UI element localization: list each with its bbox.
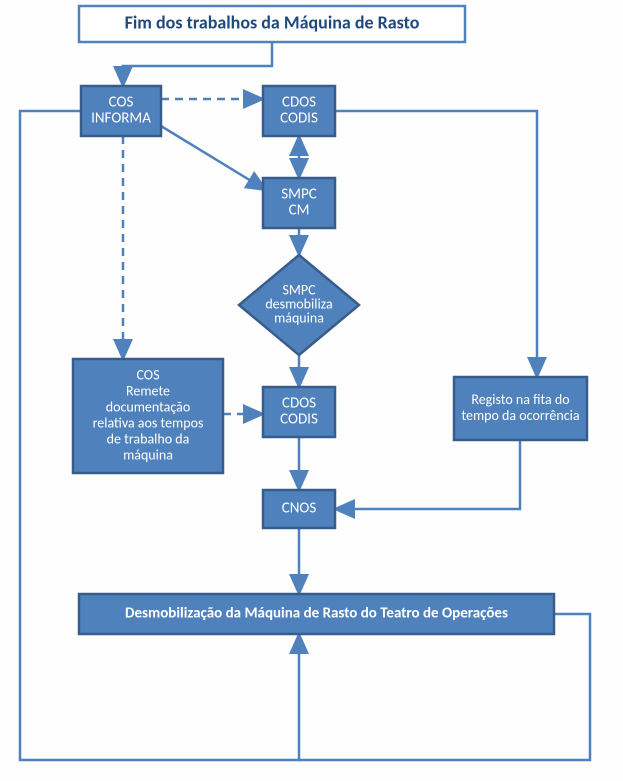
node-cos_doc-label-5: máquina — [123, 446, 173, 463]
node-cdos2-label-1: CODIS — [280, 411, 318, 429]
edge-9 — [335, 440, 520, 509]
node-title_bottom: Desmobilização da Máquina de Rasto do Te… — [79, 594, 554, 634]
node-cdos2: CDOSCODIS — [263, 387, 335, 437]
node-registo: Registo na fita dotempo da ocorrência — [454, 377, 587, 440]
node-cos_doc: COSRemetedocumentaçãorelativa aos tempos… — [73, 359, 223, 473]
node-cos_informa-label-1: INFORMA — [91, 110, 151, 128]
edge-13 — [299, 614, 590, 760]
node-title_top-label-0: Fim dos trabalhos da Máquina de Rasto — [125, 11, 420, 33]
node-cdos1-label-1: CODIS — [280, 110, 318, 128]
node-cos_informa: COSINFORMA — [81, 86, 161, 136]
node-smpc: SMPCCM — [263, 178, 335, 228]
node-cos_doc-label-2: documentação — [106, 398, 191, 415]
node-cnos: CNOS — [263, 490, 335, 528]
node-cos_doc-label-4: de trabalho da — [107, 430, 190, 447]
node-cnos-label-0: CNOS — [282, 500, 317, 518]
node-smpc-label-1: CM — [289, 202, 310, 220]
node-title_top: Fim dos trabalhos da Máquina de Rasto — [79, 6, 465, 42]
edge-0 — [123, 42, 272, 86]
node-title_bottom-label-0: Desmobilização da Máquina de Rasto do Te… — [125, 605, 508, 623]
nodes-layer: Fim dos trabalhos da Máquina de Rasto COS… — [73, 6, 587, 634]
node-decision-label-2: máquina — [274, 309, 324, 326]
node-cos_doc-label-0: COS — [136, 366, 159, 383]
edge-2 — [161, 126, 266, 190]
edge-10 — [335, 111, 537, 377]
node-cos_doc-label-1: Remete — [126, 382, 170, 399]
node-registo-label-0: Registo na fita do — [471, 391, 569, 408]
node-decision: SMPCdesmobilizamáquina — [239, 255, 359, 355]
node-cdos1: CDOSCODIS — [263, 86, 335, 136]
flowchart-canvas: Fim dos trabalhos da Máquina de Rasto COS… — [0, 0, 623, 781]
node-registo-label-1: tempo da ocorrência — [461, 407, 579, 424]
node-cos_doc-label-3: relativa aos tempos — [93, 414, 204, 431]
